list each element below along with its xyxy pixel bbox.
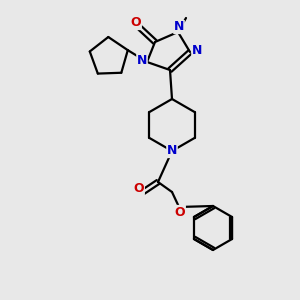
Text: N: N — [167, 145, 177, 158]
Text: O: O — [175, 206, 185, 218]
Text: N: N — [174, 20, 184, 34]
Text: O: O — [134, 182, 144, 194]
Text: N: N — [137, 53, 147, 67]
Text: N: N — [192, 44, 202, 58]
Text: O: O — [131, 16, 141, 29]
